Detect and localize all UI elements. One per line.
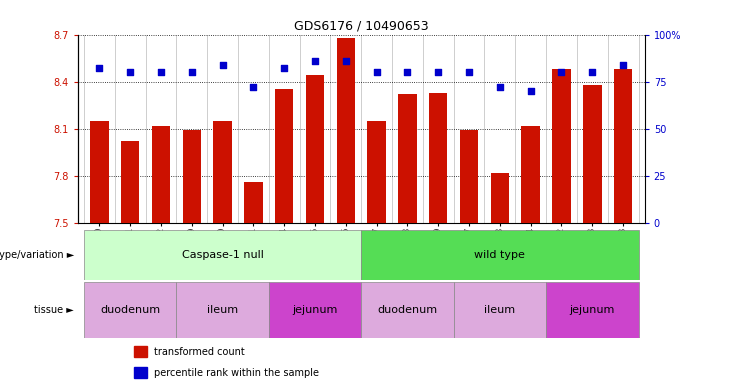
Bar <box>362 282 453 338</box>
Bar <box>245 182 262 223</box>
Point <box>617 61 629 68</box>
Bar <box>460 130 478 223</box>
Text: genotype/variation ►: genotype/variation ► <box>0 250 74 260</box>
Point <box>340 58 352 64</box>
Point <box>309 58 321 64</box>
Title: GDS6176 / 10490653: GDS6176 / 10490653 <box>294 19 428 32</box>
Bar <box>84 230 361 280</box>
Text: jejunum: jejunum <box>570 305 615 315</box>
Bar <box>275 89 293 223</box>
Bar <box>491 172 509 223</box>
Bar <box>182 130 201 223</box>
Point <box>216 61 228 68</box>
Point <box>432 69 444 75</box>
Bar <box>398 94 416 223</box>
Text: percentile rank within the sample: percentile rank within the sample <box>154 368 319 378</box>
Point <box>155 69 167 75</box>
Bar <box>362 230 639 280</box>
Point <box>279 65 290 71</box>
Bar <box>84 282 176 338</box>
Point <box>370 69 382 75</box>
Bar <box>135 346 147 357</box>
Bar <box>121 141 139 223</box>
Text: Caspase-1 null: Caspase-1 null <box>182 250 264 260</box>
Bar <box>583 85 602 223</box>
Text: jejunum: jejunum <box>293 305 338 315</box>
Bar <box>429 93 448 223</box>
Point <box>463 69 475 75</box>
Point <box>556 69 568 75</box>
Text: duodenum: duodenum <box>377 305 437 315</box>
Bar <box>152 126 170 223</box>
Bar <box>614 69 632 223</box>
Bar <box>522 126 540 223</box>
Text: duodenum: duodenum <box>100 305 160 315</box>
Text: ileum: ileum <box>485 305 516 315</box>
Point <box>186 69 198 75</box>
Text: transformed count: transformed count <box>154 347 245 357</box>
Bar <box>90 121 109 223</box>
Bar <box>213 121 232 223</box>
Bar <box>552 69 571 223</box>
Point <box>494 84 506 90</box>
Bar <box>176 282 269 338</box>
Point <box>93 65 105 71</box>
Bar <box>453 282 546 338</box>
Point <box>586 69 598 75</box>
Point <box>402 69 413 75</box>
Bar <box>368 121 386 223</box>
Bar <box>336 38 355 223</box>
Point <box>525 88 536 94</box>
Bar <box>306 75 325 223</box>
Point <box>247 84 259 90</box>
Text: ileum: ileum <box>207 305 238 315</box>
Bar <box>546 282 639 338</box>
Text: tissue ►: tissue ► <box>34 305 74 315</box>
Bar <box>269 282 362 338</box>
Bar <box>135 367 147 378</box>
Point <box>124 69 136 75</box>
Text: wild type: wild type <box>474 250 525 260</box>
